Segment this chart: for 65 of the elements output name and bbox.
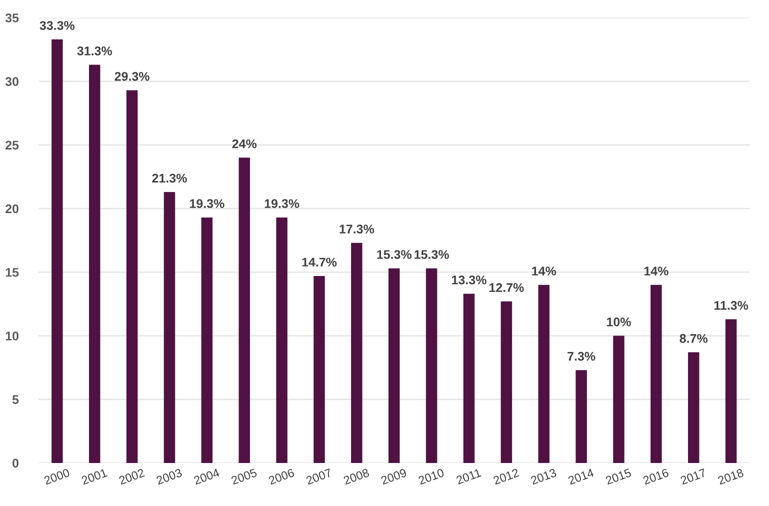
x-tick-label: 2003	[156, 468, 182, 485]
data-label: 14.7%	[302, 258, 337, 267]
x-tick-label: 2001	[81, 468, 108, 485]
x-tick-label: 2002	[118, 468, 145, 485]
x-tick-label: 2011	[456, 468, 482, 484]
x-tick-label: 2016	[642, 468, 670, 485]
data-label: 31.3%	[77, 46, 112, 56]
data-label: 15.3%	[414, 250, 449, 259]
bar	[126, 90, 138, 463]
bar	[276, 217, 288, 463]
x-tick-label: 2012	[492, 468, 520, 485]
bar	[500, 301, 512, 463]
bar	[613, 336, 624, 463]
y-tick-label: 0	[12, 458, 18, 468]
data-label: 29.3%	[114, 72, 150, 81]
data-label: 12.7%	[489, 283, 524, 292]
x-tick-label: 2014	[568, 468, 594, 485]
y-tick-label: 5	[12, 395, 19, 404]
x-tick-label: 2013	[530, 468, 557, 485]
y-tick-label: 30	[5, 77, 18, 86]
y-tick-label: 35	[5, 14, 19, 22]
data-label: 14%	[532, 266, 556, 276]
x-tick-label: 2006	[268, 468, 295, 485]
data-label: 19.3%	[264, 199, 300, 208]
data-label: 33.3%	[40, 21, 75, 30]
bar	[351, 242, 362, 463]
data-label: 24%	[232, 139, 257, 148]
data-label: 11.3%	[714, 300, 748, 310]
bar	[238, 158, 250, 463]
bar	[164, 192, 176, 463]
y-tick-label: 20	[6, 204, 18, 214]
data-label: 8.7%	[680, 334, 708, 343]
data-label: 13.3%	[452, 276, 486, 284]
x-tick-label: 2005	[230, 468, 258, 485]
bar	[650, 284, 662, 463]
bar	[88, 64, 100, 463]
bar	[314, 276, 325, 463]
bar	[538, 284, 550, 463]
x-tick-label: 2000	[44, 468, 70, 485]
x-tick-label: 2017	[680, 468, 706, 485]
y-tick-label: 25	[6, 140, 19, 150]
bar	[388, 268, 400, 463]
x-tick-label: 2008	[343, 468, 370, 485]
data-label: 14%	[644, 266, 668, 276]
x-tick-label: 2009	[380, 468, 408, 485]
x-tick-label: 2004	[193, 468, 220, 485]
x-tick-label: 2010	[418, 468, 445, 485]
bar	[463, 294, 475, 463]
data-label: 17.3%	[340, 224, 374, 234]
bar	[426, 268, 438, 463]
data-label: 7.3%	[568, 352, 596, 361]
x-tick-label: 2015	[605, 468, 632, 485]
bar	[52, 39, 63, 463]
x-tick-label: 2007	[306, 468, 332, 485]
data-label: 19.3%	[190, 199, 224, 208]
bar	[576, 370, 587, 463]
data-label: 15.3%	[377, 250, 412, 259]
data-label: 10%	[607, 318, 631, 326]
bar	[725, 319, 737, 463]
y-tick-label: 10	[6, 332, 18, 340]
bar	[688, 352, 700, 463]
data-label: 21.3%	[152, 174, 187, 183]
x-tick-label: 2018	[718, 468, 744, 485]
y-tick-label: 15	[6, 268, 19, 277]
bar	[201, 217, 213, 463]
